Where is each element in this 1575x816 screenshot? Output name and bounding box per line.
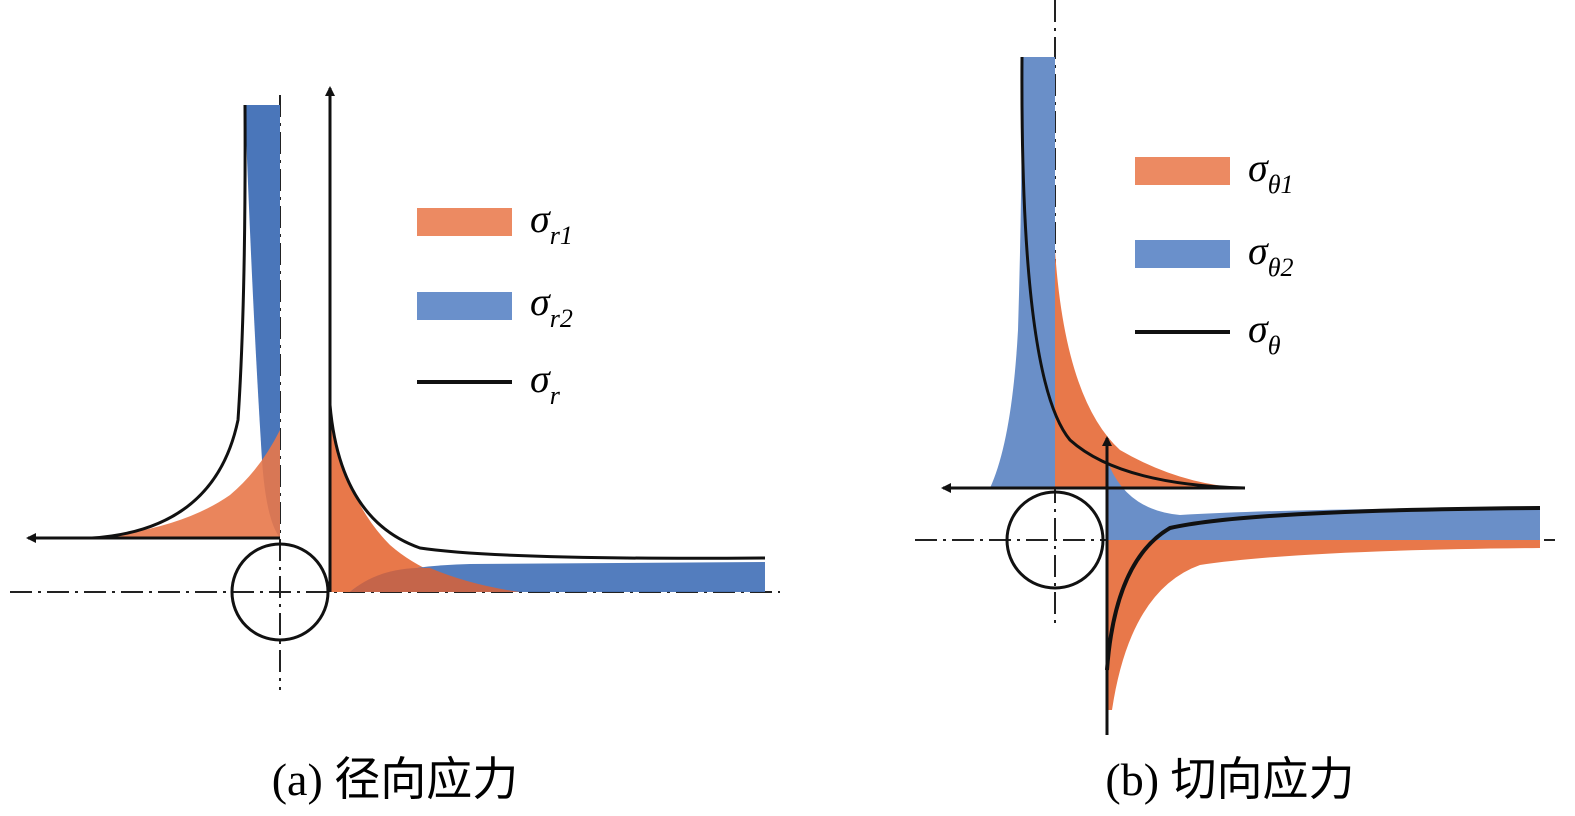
hole (230, 542, 330, 642)
subscript: θ2 (1268, 253, 1294, 282)
legend-label: σθ (1248, 306, 1281, 360)
sigma-theta1-area (1055, 250, 1245, 488)
subscript: r2 (550, 304, 573, 333)
symbol: σ (530, 356, 551, 401)
legend-label: σθ1 (1248, 145, 1294, 199)
caption: (b) 切向应力 (1105, 754, 1354, 805)
legend-swatch (417, 292, 512, 320)
legend-label: σr (530, 356, 561, 410)
sigma-theta1-area (1107, 540, 1540, 710)
legend-swatch (417, 208, 512, 236)
caption: (a) 径向应力 (272, 754, 519, 805)
subscript: θ1 (1268, 170, 1294, 199)
overlap-area (350, 567, 520, 592)
sigma-r2-area (245, 105, 280, 538)
hole (1005, 490, 1105, 590)
sigma-theta-curve (1105, 506, 1541, 671)
subscript: r1 (550, 221, 573, 250)
sigma-theta2-area (990, 57, 1055, 488)
sigma-r-curve (91, 104, 247, 540)
subscript: θ (1268, 331, 1281, 360)
legend-label: σr2 (530, 279, 573, 333)
sigma-theta-curve (1020, 56, 1246, 490)
symbol: σ (1248, 145, 1269, 190)
subscript: r (550, 381, 561, 410)
legend-swatch (1135, 240, 1230, 268)
sigma-r1-area (90, 430, 280, 538)
symbol: σ (530, 196, 551, 241)
panel-b: σθ1 σθ2 σθ (b) 切向应力 (915, 0, 1555, 805)
sigma-r1-area (330, 415, 500, 592)
panel-a: σr1 σr2 σr (a) 径向应力 (10, 86, 780, 805)
legend-label: σr1 (530, 196, 573, 250)
symbol: σ (1248, 306, 1269, 351)
symbol: σ (1248, 228, 1269, 273)
legend-label: σθ2 (1248, 228, 1294, 282)
legend-swatch (1135, 157, 1230, 185)
symbol: σ (530, 279, 551, 324)
sigma-r-curve (328, 404, 766, 560)
